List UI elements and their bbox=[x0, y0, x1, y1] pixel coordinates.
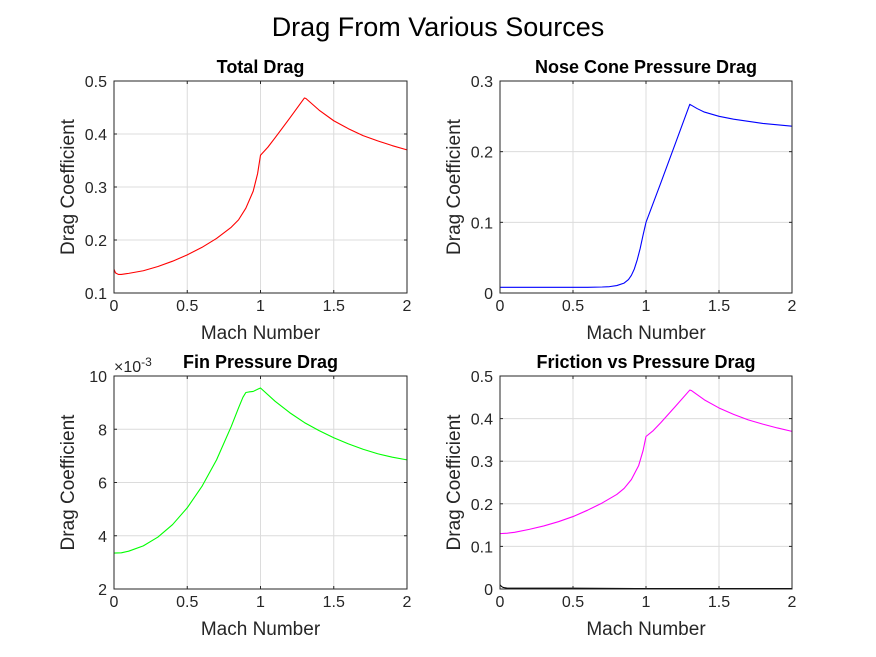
friction-vs-pressure-title: Friction vs Pressure Drag bbox=[536, 352, 755, 372]
fin-pressure-drag-xlabel: Mach Number bbox=[201, 619, 321, 640]
nose-cone-drag-title: Nose Cone Pressure Drag bbox=[535, 57, 757, 77]
fin-pressure-drag-xtick-label: 0.5 bbox=[176, 594, 198, 611]
nose-cone-drag-ylabel: Drag Coefficient bbox=[444, 118, 465, 255]
total-drag-series-line-0 bbox=[113, 97, 408, 276]
total-drag-xtick-label: 1.5 bbox=[323, 298, 345, 315]
nose-cone-drag-xtick-label: 1.5 bbox=[708, 298, 730, 315]
nose-cone-drag-xlabel: Mach Number bbox=[586, 323, 706, 344]
fin-pressure-drag-xtick-label: 1.5 bbox=[323, 594, 345, 611]
total-drag-panel: 0 0.5 1 1.5 2 0.1 0.2 0.3 0.4 0.5 Total Drag Mach N… bbox=[58, 57, 412, 344]
fin-pressure-drag-ytick-label: 8 bbox=[98, 422, 107, 439]
nose-cone-drag-ytick-label: 0 bbox=[484, 286, 493, 303]
nose-cone-drag-xtick-label: 1 bbox=[642, 298, 651, 315]
friction-vs-pressure-panel: 0 0.5 1 1.5 2 0 0.1 0.2 0.3 0.4 0.5 Friction vs Pre… bbox=[444, 352, 797, 640]
friction-vs-pressure-xtick-label: 0.5 bbox=[562, 594, 584, 611]
total-drag-ytick-label: 0.3 bbox=[85, 180, 107, 197]
friction-vs-pressure-ytick-label: 0.5 bbox=[471, 369, 493, 386]
fin-pressure-drag-ytick-label: 4 bbox=[98, 529, 107, 546]
friction-vs-pressure-series-line-0 bbox=[499, 389, 793, 535]
total-drag-xtick-label: 2 bbox=[403, 298, 412, 315]
total-drag-ylabel: Drag Coefficient bbox=[58, 118, 79, 255]
total-drag-ytick-label: 0.1 bbox=[85, 286, 107, 303]
nose-cone-drag-ytick-label: 0.3 bbox=[471, 74, 493, 91]
friction-vs-pressure-ytick-label: 0.3 bbox=[471, 454, 493, 471]
friction-vs-pressure-xtick-label: 0 bbox=[496, 594, 505, 611]
nose-cone-drag-ytick-label: 0.2 bbox=[471, 145, 493, 162]
friction-vs-pressure-xtick-label: 1.5 bbox=[708, 594, 730, 611]
total-drag-ytick-label: 0.4 bbox=[85, 127, 107, 144]
fin-pressure-drag-exponent-base: ×10 bbox=[114, 359, 141, 376]
fin-pressure-drag-xtick-label: 2 bbox=[403, 594, 412, 611]
nose-cone-drag-panel: 0 0.5 1 1.5 2 0 0.1 0.2 0.3 Nose Cone Pressure Dr… bbox=[444, 57, 797, 344]
friction-vs-pressure-xtick-label: 2 bbox=[788, 594, 797, 611]
fin-pressure-drag-xtick-label: 0 bbox=[110, 594, 119, 611]
fin-pressure-drag-ytick-label: 10 bbox=[89, 369, 107, 386]
nose-cone-drag-xtick-label: 0.5 bbox=[562, 298, 584, 315]
figure-title: Drag From Various Sources bbox=[272, 12, 605, 42]
total-drag-ytick-label: 0.5 bbox=[85, 74, 107, 91]
nose-cone-drag-ytick-label: 0.1 bbox=[471, 215, 493, 232]
friction-vs-pressure-ytick-label: 0.4 bbox=[471, 412, 493, 429]
total-drag-xtick-label: 1 bbox=[256, 298, 265, 315]
fin-pressure-drag-xtick-label: 1 bbox=[256, 594, 265, 611]
nose-cone-drag-xtick-label: 0 bbox=[496, 298, 505, 315]
friction-vs-pressure-ytick-label: 0.1 bbox=[471, 539, 493, 556]
fin-pressure-drag-ytick-label: 2 bbox=[98, 582, 107, 599]
fin-pressure-drag-series-line-0 bbox=[113, 387, 408, 554]
fin-pressure-drag-panel: 0 0.5 1 1.5 2 2 4 6 8 10 Fin Pressure Drag Mach Num… bbox=[58, 352, 412, 640]
fin-pressure-drag-title: Fin Pressure Drag bbox=[183, 352, 338, 372]
fin-pressure-drag-ytick-label: 6 bbox=[98, 476, 107, 493]
total-drag-title: Total Drag bbox=[217, 57, 305, 77]
fin-pressure-drag-ylabel: Drag Coefficient bbox=[58, 414, 79, 551]
friction-vs-pressure-ylabel: Drag Coefficient bbox=[444, 414, 465, 551]
nose-cone-drag-xtick-label: 2 bbox=[788, 298, 797, 315]
subplots: 0 0.5 1 1.5 2 0.1 0.2 0.3 0.4 0.5 Total Drag Mach N… bbox=[58, 57, 797, 640]
fin-pressure-drag-exponent-label: ×10-3 bbox=[114, 355, 152, 376]
fin-pressure-drag-exponent-power: -3 bbox=[141, 355, 152, 369]
total-drag-xlabel: Mach Number bbox=[201, 323, 321, 344]
friction-vs-pressure-xlabel: Mach Number bbox=[586, 619, 706, 640]
friction-vs-pressure-ytick-label: 0.2 bbox=[471, 497, 493, 514]
friction-vs-pressure-xtick-label: 1 bbox=[642, 594, 651, 611]
total-drag-ytick-label: 0.2 bbox=[85, 233, 107, 250]
total-drag-xtick-label: 0 bbox=[110, 298, 119, 315]
nose-cone-drag-series-line-0 bbox=[500, 103, 793, 288]
total-drag-xtick-label: 0.5 bbox=[176, 298, 198, 315]
friction-vs-pressure-ytick-label: 0 bbox=[484, 582, 493, 599]
